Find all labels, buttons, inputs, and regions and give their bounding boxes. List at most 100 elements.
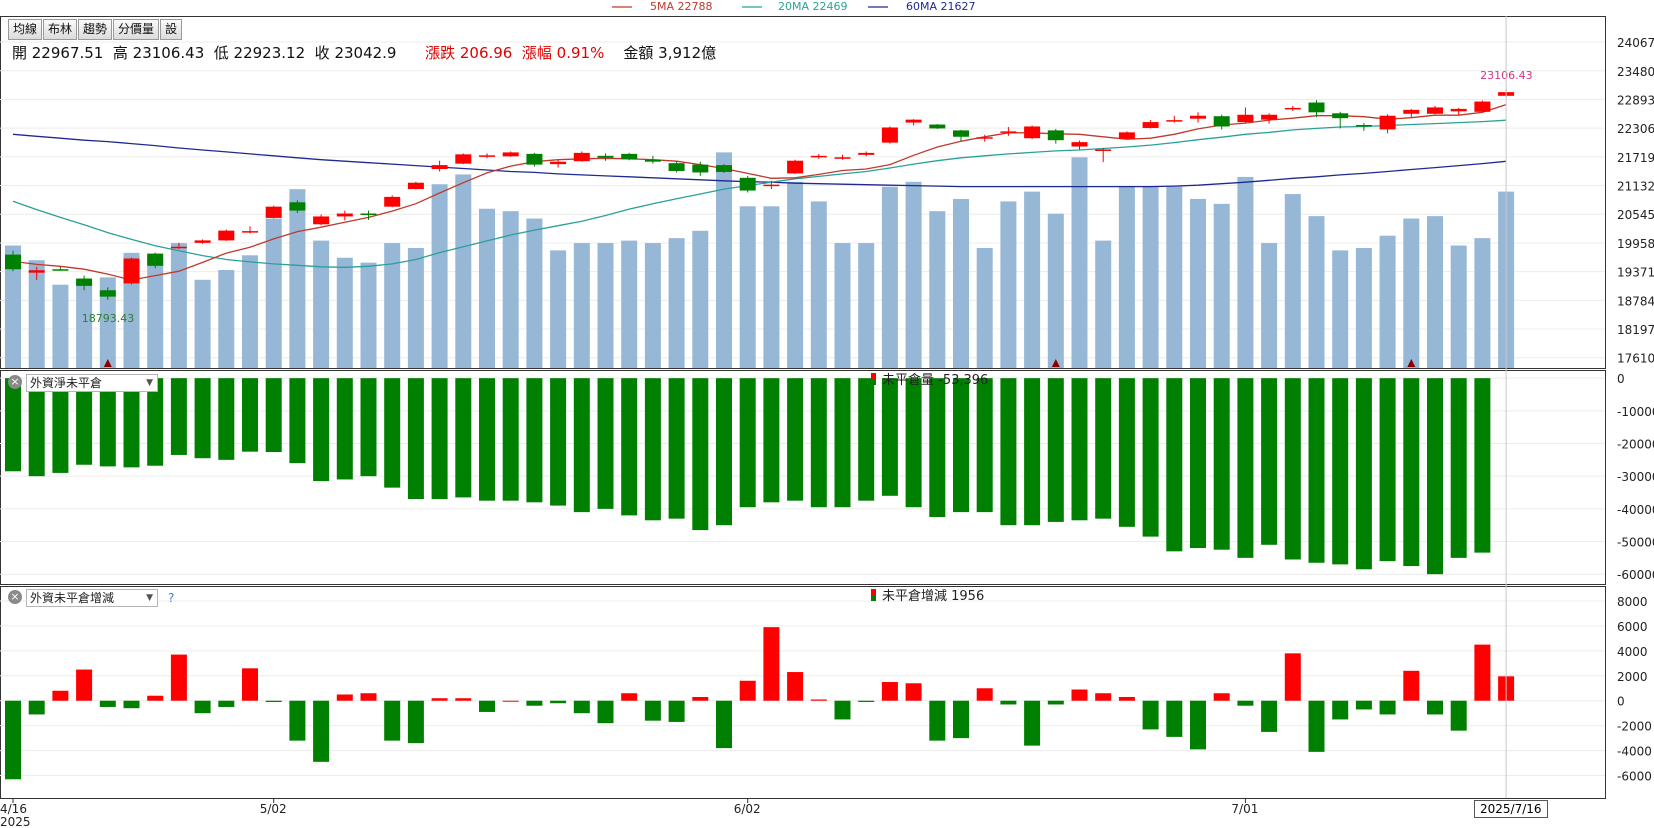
volume-bar <box>76 282 93 368</box>
oi-change-bar-down <box>1308 700 1325 752</box>
volume-bar <box>1355 247 1372 368</box>
oi-bar <box>1000 378 1017 526</box>
candle-down <box>1355 125 1372 127</box>
candle-down <box>739 177 756 191</box>
oi-change-bar-up <box>621 693 638 701</box>
candle-up <box>479 155 495 157</box>
oi-change-bar-down <box>1237 700 1254 706</box>
volume-bar <box>1047 213 1064 368</box>
oi-bar <box>1095 378 1112 519</box>
oi-change-tick-label: 8000 <box>1617 595 1648 609</box>
volume-bar <box>810 201 827 368</box>
oi-change-bar-down <box>644 700 661 721</box>
candle-down <box>1213 116 1230 127</box>
price-tick-label: 20545 <box>1617 208 1654 222</box>
volume-bar <box>431 184 448 368</box>
close-panel3-icon[interactable]: × <box>8 590 22 604</box>
oi-change-bar-down <box>5 700 21 780</box>
candle-up <box>194 240 211 243</box>
oi-change-bar-up <box>976 688 993 701</box>
panel2-indicator-select[interactable]: 外資淨未平倉 ▼ <box>26 374 158 392</box>
settings-button[interactable]: 設 <box>160 19 183 40</box>
oi-change-bar-down <box>123 700 140 709</box>
oi-change-bar-down <box>479 700 495 712</box>
help-icon[interactable]: ? <box>168 591 175 605</box>
volume-bar <box>787 181 804 368</box>
x-axis-label: 6/02 <box>734 802 761 816</box>
trend-button[interactable]: 趨勢 <box>78 19 113 40</box>
oi-change-bar-up <box>1213 693 1230 701</box>
volume-bar <box>1450 245 1467 368</box>
oi-change-bar-up <box>360 693 377 701</box>
oi-bar <box>905 378 922 508</box>
candle-up <box>1166 120 1183 122</box>
oi-bar <box>1284 378 1301 560</box>
candle-up <box>336 213 353 217</box>
oi-bar <box>194 378 211 459</box>
open-value: 開 22967.51 <box>12 44 104 62</box>
volume-bar <box>147 257 164 368</box>
oi-change-bar-up <box>431 698 448 701</box>
candle-down <box>1308 102 1325 113</box>
oi-change-bar-down <box>384 700 401 741</box>
oi-bar <box>1355 378 1372 570</box>
oi-bar <box>289 378 306 464</box>
oi-change-tick-label: -4000 <box>1617 745 1652 759</box>
volume-profile-button[interactable]: 分價量 <box>113 19 160 40</box>
candle-down <box>52 269 69 271</box>
change-pct-value: 漲幅 0.91% <box>521 44 605 62</box>
volume-bar <box>858 243 875 368</box>
signal-marker <box>1051 359 1060 367</box>
oi-change-tick-label: 6000 <box>1617 620 1648 634</box>
candle-up <box>810 155 827 158</box>
oi-change-bar-up <box>881 682 898 701</box>
candle-up <box>502 152 519 157</box>
oi-bar <box>123 378 140 468</box>
ma-button[interactable]: 均線 <box>8 19 43 40</box>
oi-change-bar-up <box>52 690 69 701</box>
oi-bar <box>5 378 21 472</box>
volume-bar <box>573 243 590 368</box>
candle-up <box>1427 107 1443 114</box>
oi-bar <box>502 378 519 501</box>
volume-bar <box>597 243 614 368</box>
candle-up <box>1403 109 1420 114</box>
volume-bar <box>1379 235 1396 368</box>
volume-bar <box>1332 250 1349 368</box>
volume-bar <box>242 255 258 368</box>
price-tick-label: 21132 <box>1617 180 1654 194</box>
candle-down <box>668 163 685 171</box>
volume-bar <box>194 279 211 368</box>
oi-bar <box>1213 378 1230 550</box>
signal-marker <box>1407 359 1416 367</box>
oi-tick-label: 0 <box>1617 372 1625 386</box>
oi-change-bar-up <box>763 627 780 701</box>
candle-up <box>242 231 258 233</box>
high-value: 高 23106.43 <box>112 44 205 62</box>
close-panel2-icon[interactable]: × <box>8 375 22 389</box>
price-panel-frame <box>0 16 1606 369</box>
volume-bar <box>1474 238 1491 368</box>
volume-bar <box>1284 194 1301 368</box>
close-value: 收 23042.9 <box>314 44 397 62</box>
oi-change-tick-label: -6000 <box>1617 770 1652 784</box>
oi-tick-label: -40000 <box>1617 503 1654 517</box>
bollinger-button[interactable]: 布林 <box>43 19 78 40</box>
oi-bar <box>1118 378 1135 527</box>
candle-down <box>692 164 709 173</box>
oi-bar <box>242 378 258 452</box>
oi-bar <box>976 378 993 513</box>
candle-up <box>881 127 898 143</box>
oi-change-bar-down <box>28 700 45 715</box>
volume-bar <box>1000 201 1017 368</box>
panel3-indicator-select[interactable]: 外資未平倉增減 ▼ <box>26 589 158 607</box>
price-tick-label: 21719 <box>1617 151 1654 165</box>
oi-change-bar-down <box>407 700 424 744</box>
candle-up <box>384 196 401 207</box>
candle-down <box>716 165 732 172</box>
oi-change-bar-up <box>76 669 93 701</box>
oi-bar <box>550 378 567 506</box>
volume-bar <box>289 189 306 368</box>
candle-up <box>787 160 804 174</box>
